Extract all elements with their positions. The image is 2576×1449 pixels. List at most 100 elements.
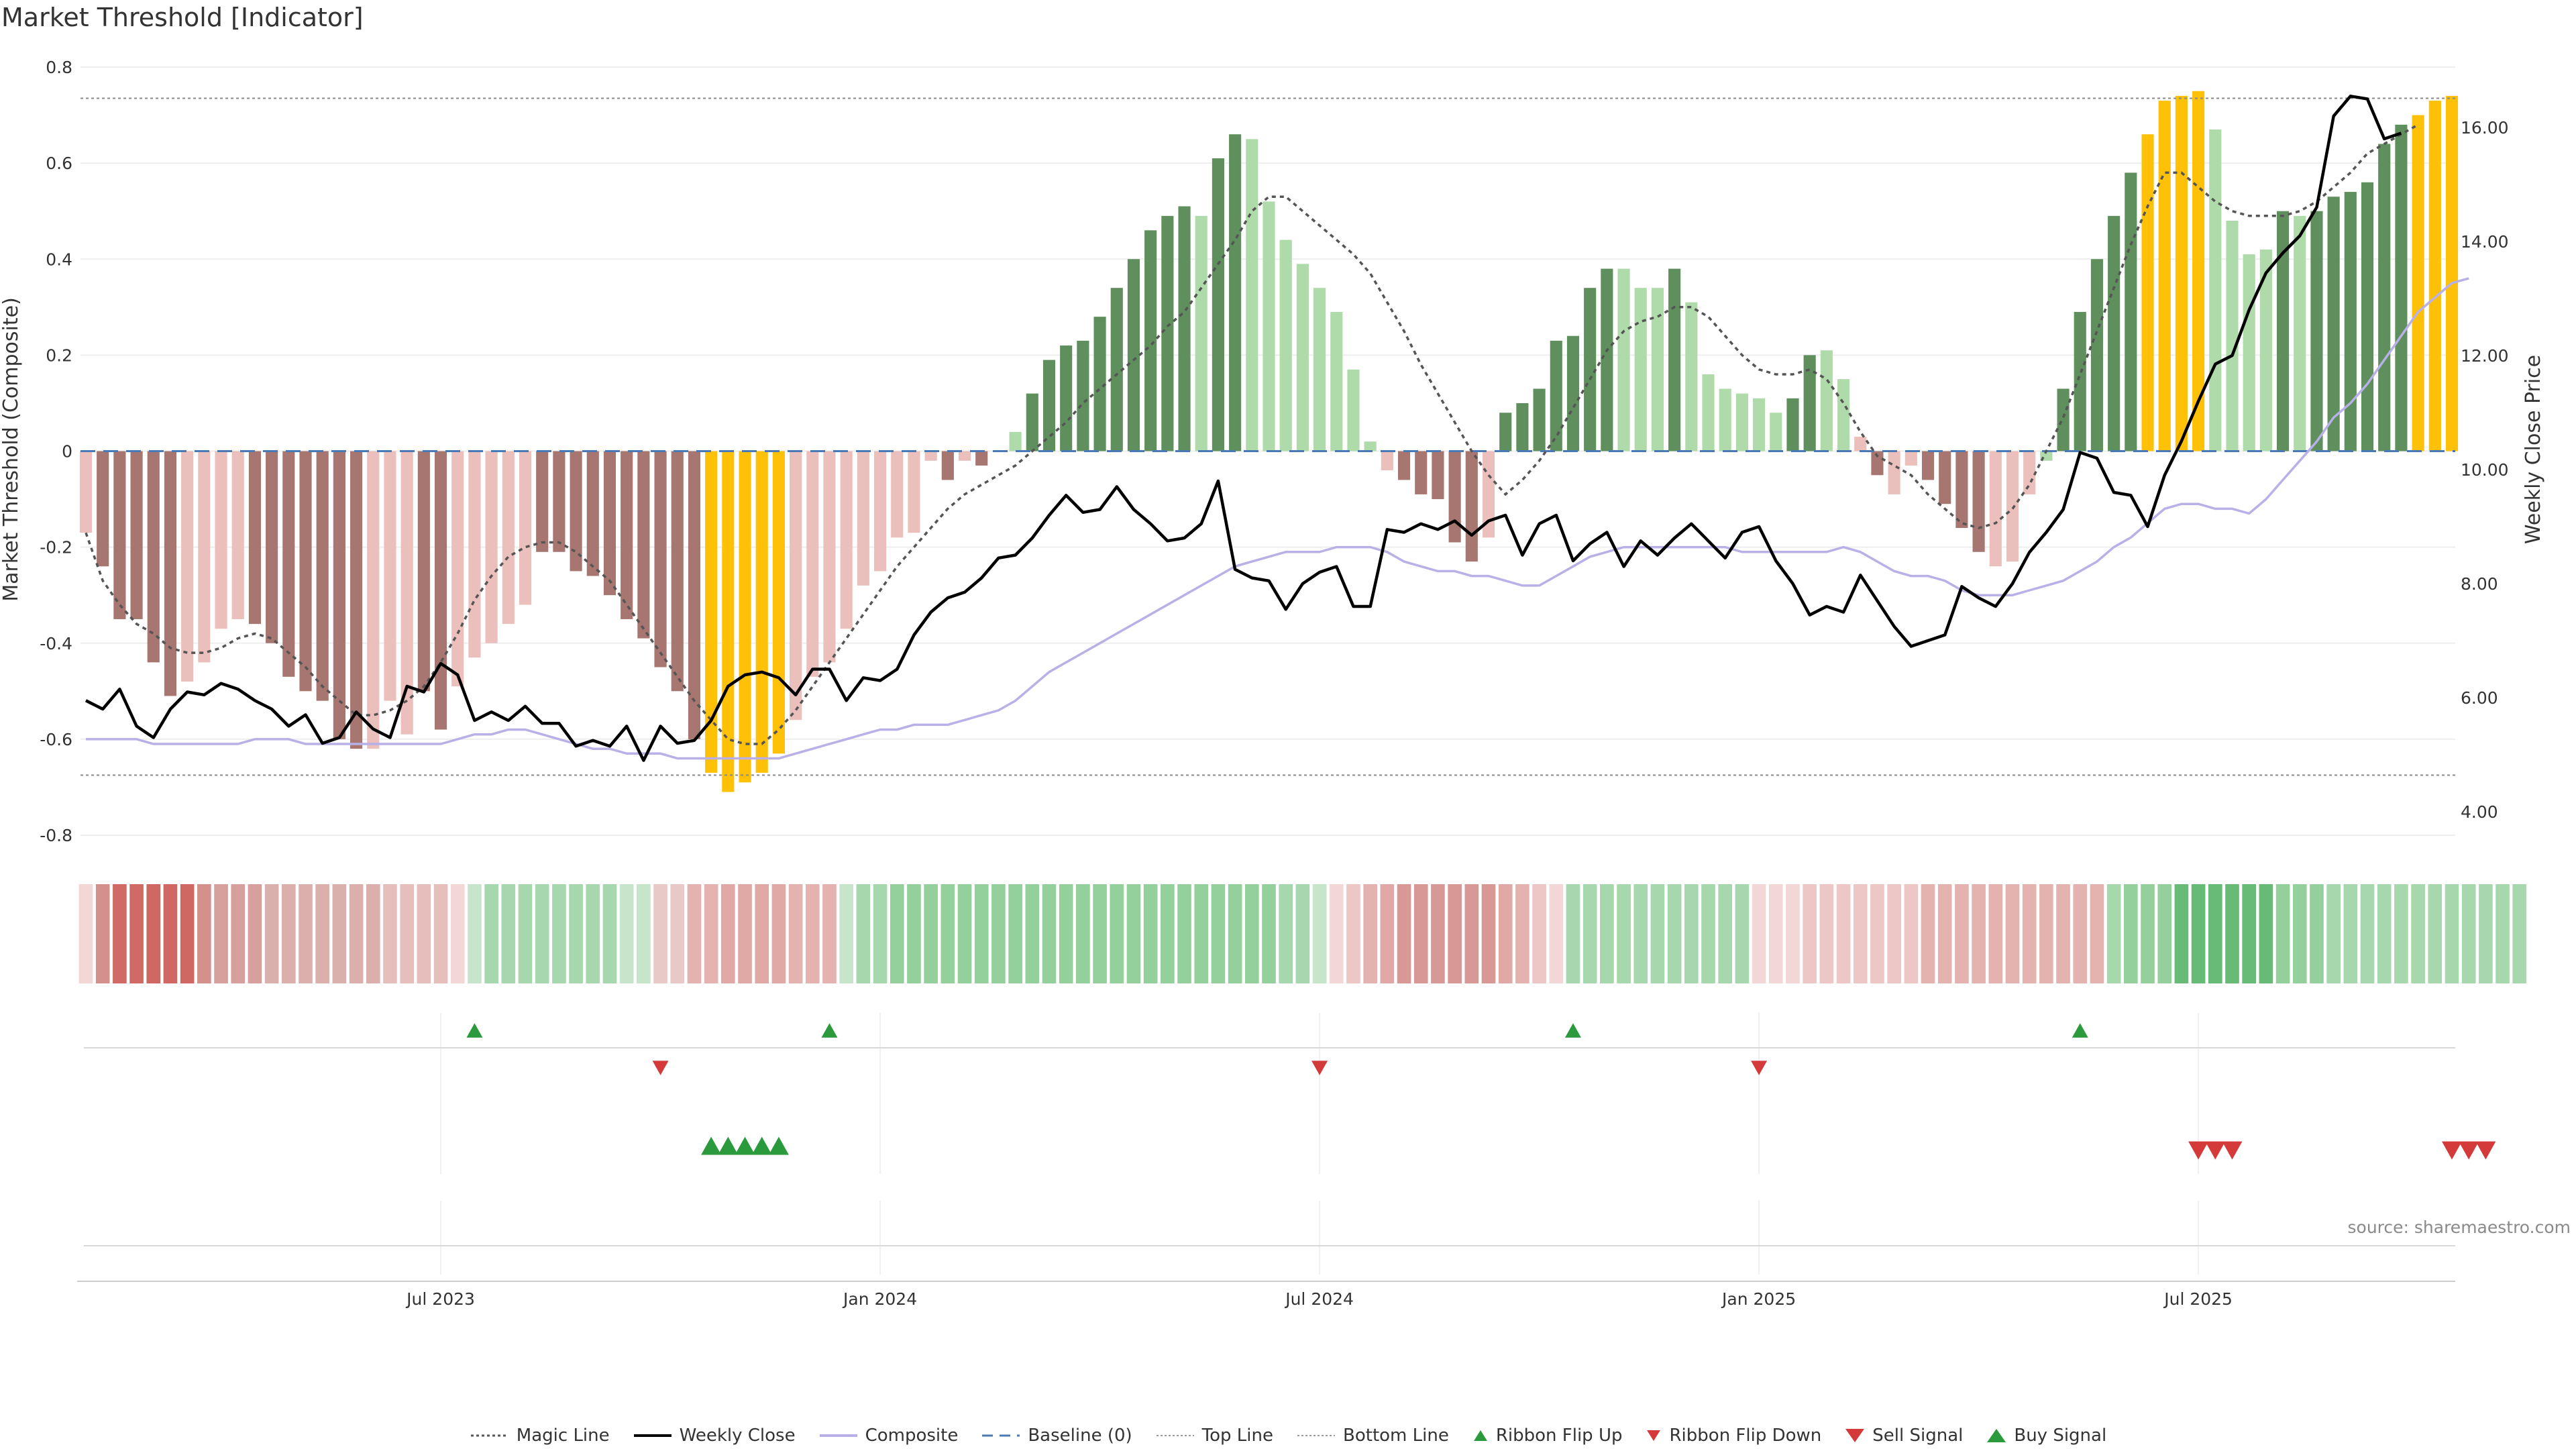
ribbon-cell <box>197 884 211 983</box>
ribbon-cell <box>856 884 871 983</box>
ribbon-cell <box>1937 884 1952 983</box>
legend-item: Weekly Close <box>633 1426 796 1446</box>
bar <box>1651 288 1664 451</box>
bar <box>2226 221 2239 451</box>
bar <box>434 451 447 730</box>
ribbon-cell <box>1752 884 1766 983</box>
ribbon-cell <box>1532 884 1546 983</box>
ribbon-cell <box>1076 884 1090 983</box>
ribbon-cell <box>1481 884 1496 983</box>
bar <box>1144 230 1157 451</box>
y2-tick-label: 16.00 <box>2461 118 2509 138</box>
bar <box>1279 239 1292 451</box>
y-tick-label: -0.6 <box>40 730 72 749</box>
ribbon-cell <box>890 884 904 983</box>
bar <box>2209 129 2222 451</box>
bar <box>1432 451 1444 500</box>
ribbon-cell <box>417 884 431 983</box>
bar <box>1448 451 1461 543</box>
ribbon-cell <box>163 884 178 983</box>
bar <box>2445 95 2459 451</box>
ribbon-cell <box>2394 884 2408 983</box>
bar <box>2074 311 2086 451</box>
ribbon-cell <box>1110 884 1124 983</box>
ribbon-cell <box>2445 884 2459 983</box>
ribbon-cell <box>1228 884 1242 983</box>
bar <box>1939 451 1951 504</box>
solid-line-icon <box>633 1429 673 1442</box>
triangle-up-icon <box>1986 1427 2007 1444</box>
ribbon-cell <box>2411 884 2425 983</box>
bar <box>1127 259 1140 451</box>
bar <box>2310 211 2323 451</box>
bar <box>130 451 143 619</box>
ribbon-cell <box>248 884 262 983</box>
legend-label: Buy Signal <box>2014 1426 2107 1446</box>
bar <box>873 451 887 572</box>
bar <box>248 451 261 625</box>
bars-layer <box>79 91 2459 792</box>
bar <box>1820 350 1833 451</box>
ribbon-cell <box>1211 884 1226 983</box>
sell-signal-marker <box>2188 1141 2209 1160</box>
sell-signal-marker <box>2475 1141 2496 1160</box>
bar <box>924 451 937 461</box>
ribbon-cell <box>1582 884 1597 983</box>
ribbon-cell <box>518 884 533 983</box>
legend-item: Bottom Line <box>1296 1426 1449 1446</box>
lavender-line-icon <box>818 1429 859 1442</box>
bar <box>1584 288 1597 451</box>
ribbon-cell <box>1566 884 1580 983</box>
bar <box>519 451 532 605</box>
ribbon-cell <box>1346 884 1360 983</box>
ribbon-cell <box>231 884 246 983</box>
ribbon-cell <box>2056 884 2070 983</box>
ribbon-cell <box>1633 884 1648 983</box>
ribbon-cell <box>2428 884 2443 983</box>
triangle-down-small-icon <box>1645 1428 1662 1443</box>
bar <box>1516 402 1529 451</box>
ribbon-cell <box>1768 884 1783 983</box>
ribbon-cell <box>1988 884 2003 983</box>
y-tick-label: 0.4 <box>46 250 72 269</box>
sell-signal-marker <box>2459 1141 2479 1160</box>
bar <box>1685 302 1698 451</box>
legend-item: Ribbon Flip Up <box>1472 1426 1623 1446</box>
bar <box>1026 393 1038 451</box>
bar <box>2294 215 2306 451</box>
ribbon-cell <box>1870 884 1884 983</box>
bar <box>1955 451 1968 528</box>
ribbon-cell <box>366 884 380 983</box>
y-axis-title-right: Weekly Close Price <box>2522 355 2545 544</box>
ribbon-cell <box>1684 884 1699 983</box>
bar <box>2006 451 2019 562</box>
bar <box>1415 451 1428 494</box>
ribbon-cell <box>586 884 600 983</box>
bar <box>739 451 751 783</box>
bar <box>97 451 109 567</box>
legend-label: Ribbon Flip Up <box>1495 1426 1623 1446</box>
bar <box>468 451 481 658</box>
signal-panels <box>77 1023 2496 1282</box>
ribbon-cell <box>1143 884 1158 983</box>
ribbon-cell <box>2326 884 2341 983</box>
bar <box>1364 441 1377 451</box>
y2-tick-label: 10.00 <box>2461 460 2509 480</box>
bar <box>840 451 853 629</box>
bar <box>1296 264 1309 451</box>
ribbon-cell <box>670 884 685 983</box>
ribbon-cell <box>332 884 347 983</box>
bar <box>603 451 616 596</box>
bar <box>553 451 566 552</box>
bar <box>1668 268 1681 451</box>
bar <box>2108 215 2121 451</box>
bar <box>400 451 413 735</box>
bar <box>1195 215 1208 451</box>
bar <box>1550 340 1562 451</box>
source-credit: source: sharemaestro.com <box>2347 1218 2571 1237</box>
bar <box>502 451 515 625</box>
ribbon-cell <box>1972 884 1986 983</box>
ribbon-cell <box>1413 884 1428 983</box>
ribbon-cell <box>1295 884 1310 983</box>
